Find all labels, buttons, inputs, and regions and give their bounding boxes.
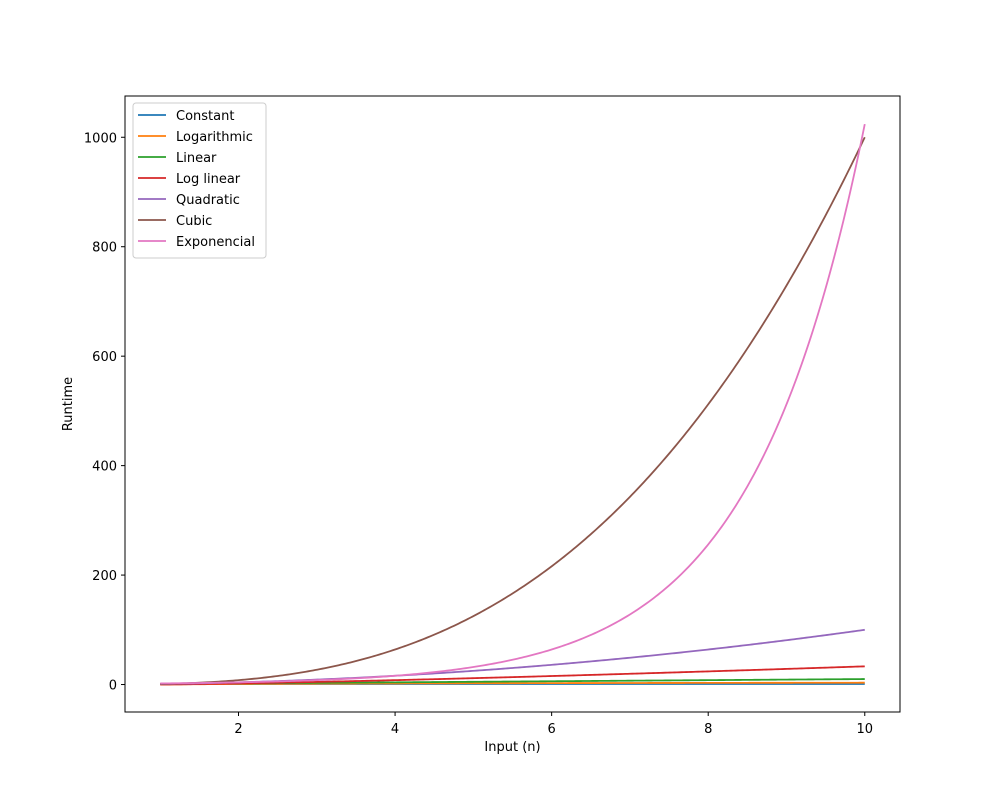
x-axis-ticks: 2 4 6 8 10 (234, 712, 873, 737)
x-tick-label: 6 (548, 722, 556, 737)
legend-label: Log linear (176, 172, 241, 187)
series-line-exponencial (160, 123, 866, 685)
legend-box (132, 102, 267, 259)
legend-label: Cubic (176, 214, 212, 229)
series-lines (160, 123, 866, 686)
legend-label: Exponencial (176, 235, 255, 250)
legend-label: Linear (176, 151, 217, 166)
y-tick-label: 800 (92, 241, 117, 256)
x-tick-label: 8 (704, 722, 712, 737)
y-tick-label: 200 (92, 569, 117, 584)
y-tick-label: 600 (92, 350, 117, 365)
legend-label: Logarithmic (176, 130, 253, 145)
series-line-cubic (160, 136, 866, 685)
legend-label: Quadratic (176, 193, 240, 208)
plot-frame (124, 95, 901, 713)
series-line-log-linear (160, 665, 865, 686)
y-axis-label: Runtime (61, 377, 76, 431)
legend: Constant Logarithmic Linear Log linear Quadr… (132, 102, 267, 259)
legend-label: Constant (176, 109, 234, 124)
y-tick-label: 400 (92, 460, 117, 475)
x-tick-label: 2 (234, 722, 242, 737)
y-tick-label: 0 (109, 679, 117, 694)
x-axis-label: Input (n) (484, 740, 540, 755)
y-tick-label: 1000 (84, 131, 117, 146)
y-axis-ticks: 0 200 400 600 800 1000 (84, 131, 125, 694)
x-tick-label: 10 (856, 722, 873, 737)
x-tick-label: 4 (391, 722, 399, 737)
